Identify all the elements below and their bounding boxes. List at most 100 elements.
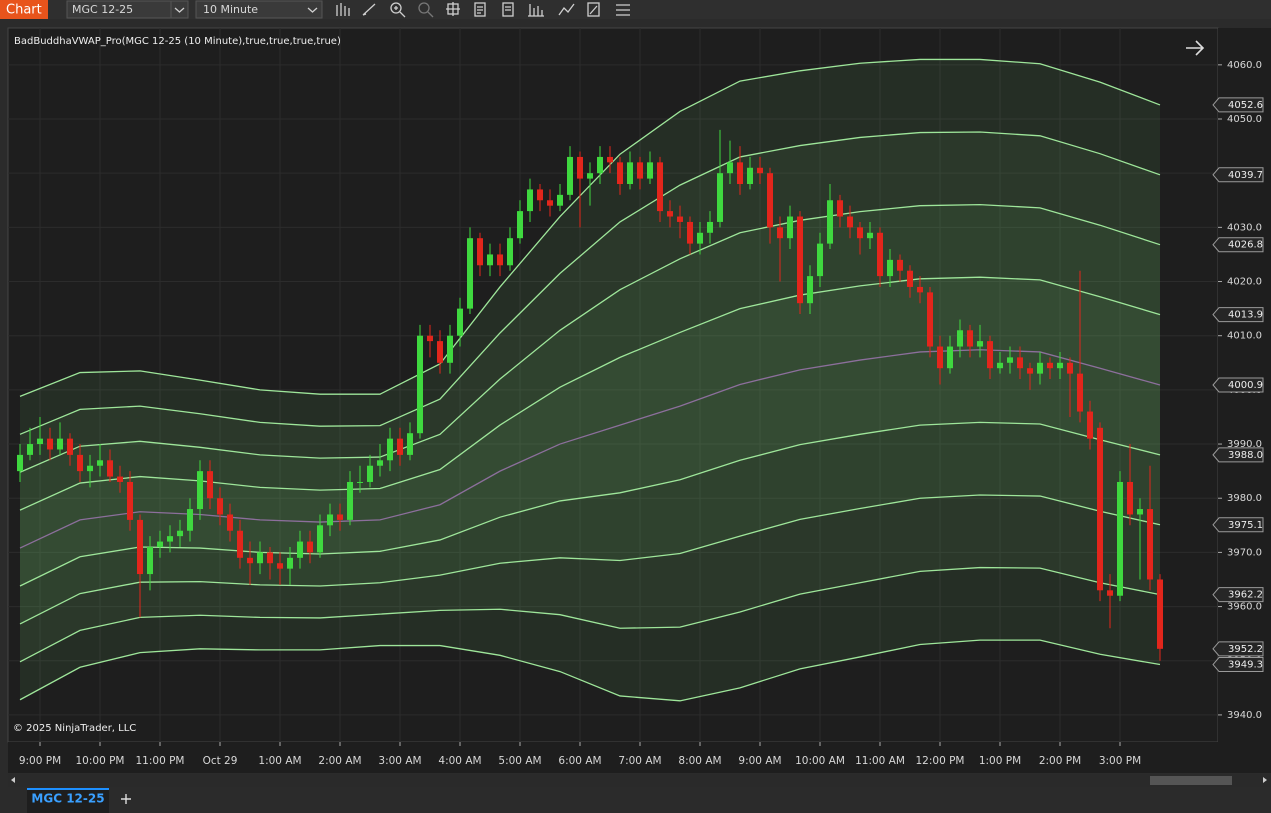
candle-body [587, 173, 593, 179]
price-marker [1212, 657, 1264, 673]
candle-body [847, 216, 853, 228]
candle-body [1087, 411, 1093, 439]
candle-body [1047, 362, 1053, 369]
y-tick-label: 3980.0 [1227, 493, 1262, 504]
candle-body [367, 465, 373, 482]
band-line [19, 639, 1161, 702]
band-fill [20, 494, 1160, 662]
x-tick-label: 1:00 PM [979, 755, 1021, 767]
candle-body [687, 221, 693, 244]
add-tab[interactable] [121, 794, 131, 804]
candle-body [287, 557, 293, 569]
candle-body [967, 330, 973, 347]
price-marker-label: 4039.7 [1228, 170, 1263, 181]
candle-body [37, 438, 43, 445]
candle-body [377, 460, 383, 466]
candle-body [707, 221, 713, 233]
candle-body [467, 238, 473, 309]
candle-body [907, 270, 913, 287]
candle-body [637, 162, 643, 179]
candle-body [877, 232, 883, 277]
y-tick-label: 3990.0 [1227, 439, 1262, 450]
scrollbar[interactable] [8, 774, 1271, 787]
candle-body [427, 335, 433, 342]
candle-body [887, 259, 893, 277]
candle-body [927, 292, 933, 347]
instrument-tab[interactable] [27, 788, 109, 813]
band-line [19, 494, 1161, 625]
candle-body [117, 476, 123, 482]
candle-body [217, 498, 223, 515]
chevron [307, 7, 318, 13]
x-tick-label: 12:00 PM [916, 755, 965, 767]
x-tick-label: 3:00 PM [1099, 755, 1141, 767]
instrument-dropdown[interactable] [170, 0, 189, 19]
candle-body [357, 481, 363, 483]
band-line [19, 421, 1161, 587]
candle-body [177, 530, 183, 537]
candle-body [397, 438, 403, 455]
candle-body [657, 162, 663, 212]
y-tick-label: 3970.0 [1227, 547, 1262, 558]
price-marker-label: 3949.3 [1228, 660, 1263, 671]
tab-bar [0, 788, 1271, 813]
candle-body [817, 243, 823, 277]
candle-body [277, 563, 283, 569]
candle-body [137, 519, 143, 575]
candle-body [527, 189, 533, 212]
time-axis [8, 742, 1271, 773]
x-tick-label: 9:00 AM [738, 755, 781, 767]
price-marker-label: 4013.9 [1228, 310, 1263, 321]
active-indicator [27, 788, 109, 790]
x-tick-label: 6:00 AM [558, 755, 601, 767]
candle-body [1117, 481, 1123, 596]
toolbar-icons[interactable] [336, 2, 630, 18]
price-marker-label: 4000.9 [1228, 380, 1263, 391]
indicator-label: BadBuddhaVWAP_Pro(MGC 12-25 (10 Minute),… [14, 36, 341, 47]
price-marker-label: 3988.0 [1228, 450, 1263, 461]
band-fill [20, 349, 1160, 586]
copyright: © 2025 NinjaTrader, LLC [13, 723, 136, 734]
x-tick-label: 11:00 AM [855, 755, 905, 767]
candle-body [337, 514, 343, 520]
candle-body [957, 330, 963, 347]
candle-body [157, 541, 163, 547]
candle-body [307, 541, 313, 553]
price-marker-label: 3962.2 [1228, 590, 1263, 601]
candle-body [97, 460, 103, 466]
scroll-thumb[interactable] [1150, 776, 1232, 785]
candle-body [697, 232, 703, 244]
candle-body [597, 156, 603, 174]
candle-body [567, 156, 573, 195]
price-marker-label: 3975.1 [1228, 520, 1263, 531]
band-fill [20, 204, 1160, 511]
x-tick-label: 9:00 PM [19, 755, 61, 767]
band-fill [20, 277, 1160, 549]
chart-panel [7, 27, 1219, 743]
x-tick-label: 2:00 PM [1039, 755, 1081, 767]
chart-tab[interactable] [0, 0, 48, 19]
vwap-bands [19, 58, 1161, 702]
candle-body [617, 162, 623, 185]
price-marker-label: 4052.6 [1228, 100, 1263, 111]
y-tick-label: 4030.0 [1227, 222, 1262, 233]
candle-body [17, 454, 23, 472]
candle-body [147, 546, 153, 575]
candle-body [937, 346, 943, 369]
price-marker [1212, 517, 1264, 533]
candle-body [107, 460, 113, 477]
candle-body [87, 465, 93, 472]
x-tick-label: 7:00 AM [618, 755, 661, 767]
candle-body [447, 335, 453, 363]
x-tick-label: 3:00 AM [378, 755, 421, 767]
candle-body [267, 552, 273, 564]
interval-box[interactable] [195, 0, 323, 19]
candle-body [747, 167, 753, 185]
candle-body [1107, 590, 1113, 596]
price-marker [1212, 97, 1264, 113]
scroll-to-end-arrow[interactable] [1186, 40, 1205, 56]
candle-body [517, 211, 523, 239]
price-marker [1212, 641, 1264, 657]
candle-body [77, 454, 83, 472]
